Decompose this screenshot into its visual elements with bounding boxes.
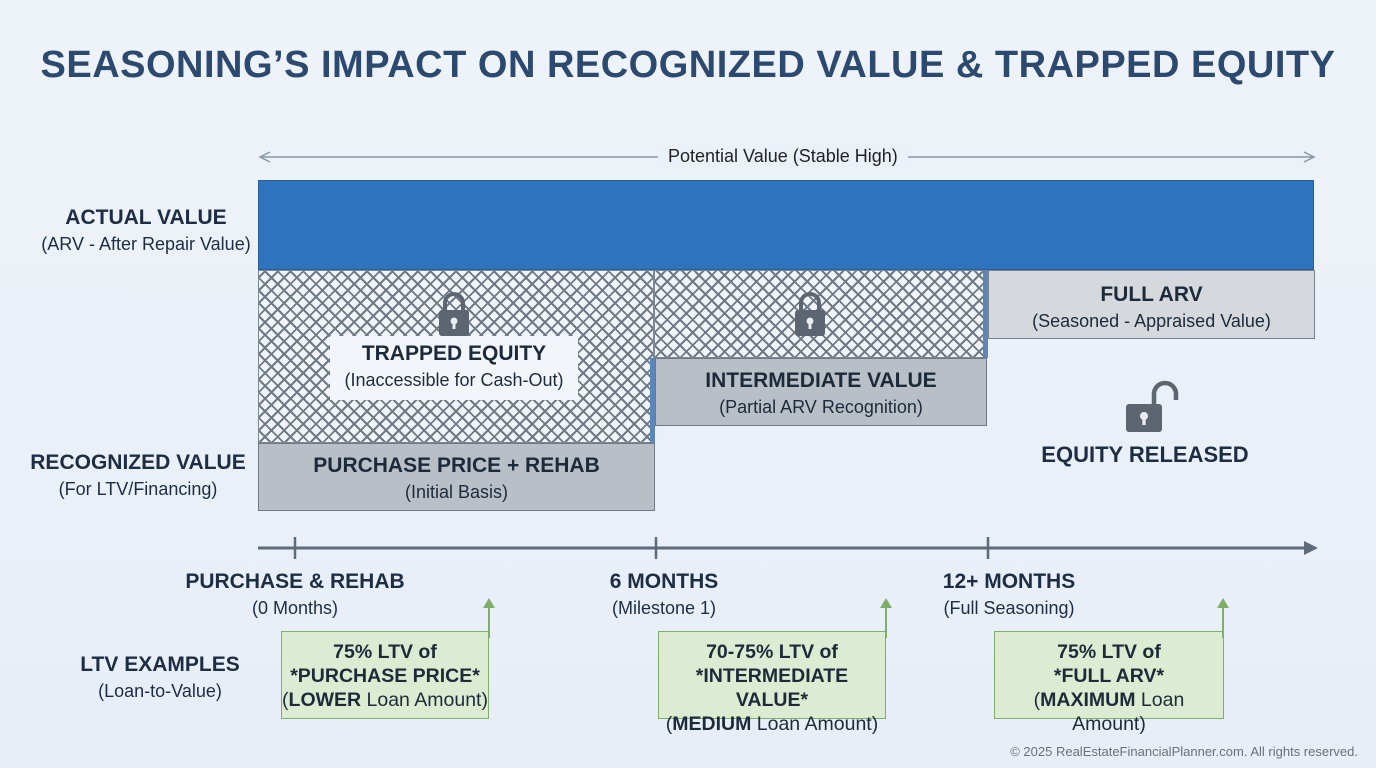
timeline-subtitle-1: (Milestone 1) (611, 598, 717, 618)
timeline-label-0: PURCHASE & REHAB (0 Months) (170, 570, 420, 619)
full-arv-subtitle: (Seasoned - Appraised Value) (1032, 311, 1271, 331)
actual-value-bar (258, 180, 1314, 270)
step-edge-2 (983, 270, 988, 358)
arrow-up-icon (1217, 598, 1229, 638)
ltv-box-line1: 75% LTV of (333, 641, 437, 663)
full-arv-title: FULL ARV (1100, 283, 1203, 306)
purchase-price-box: PURCHASE PRICE + REHAB (Initial Basis) (258, 443, 655, 511)
recognized-value-subtitle: (For LTV/Financing) (58, 479, 218, 499)
ltv-box-line2: *INTERMEDIATE VALUE* (695, 665, 849, 711)
ltv-box-intermediate: 70-75% LTV of *INTERMEDIATE VALUE* (MEDI… (658, 631, 886, 735)
intermediate-value-box: INTERMEDIATE VALUE (Partial ARV Recognit… (655, 358, 987, 426)
recognized-value-label: RECOGNIZED VALUE (For LTV/Financing) (20, 451, 256, 500)
ltv-box-line3: (MAXIMUM Loan Amount) (1033, 689, 1185, 735)
full-arv-box: FULL ARV (Seasoned - Appraised Value) (988, 270, 1315, 339)
purchase-price-title: PURCHASE PRICE + REHAB (313, 454, 600, 477)
timeline-axis (258, 537, 1318, 559)
ltv-box-line3: (MEDIUM Loan Amount) (665, 713, 879, 735)
page-title: SEASONING’S IMPACT ON RECOGNIZED VALUE &… (40, 44, 1336, 86)
timeline-title-2: 12+ MONTHS (942, 570, 1076, 593)
timeline-label-2: 12+ MONTHS (Full Seasoning) (900, 570, 1118, 619)
actual-value-title: ACTUAL VALUE (65, 206, 227, 229)
trapped-equity-label: TRAPPED EQUITY (Inaccessible for Cash-Ou… (330, 336, 578, 400)
ltv-examples-label: LTV EXAMPLES (Loan-to-Value) (60, 653, 260, 702)
timeline-title-0: PURCHASE & REHAB (185, 570, 405, 593)
unlock-icon (1126, 380, 1179, 432)
ltv-box-emphasis: MEDIUM (672, 713, 752, 735)
timeline-title-1: 6 MONTHS (609, 570, 719, 593)
ltv-box-line2: *PURCHASE PRICE* (290, 665, 480, 687)
ltv-box-line2: *FULL ARV* (1053, 665, 1165, 687)
intermediate-value-title: INTERMEDIATE VALUE (705, 369, 937, 392)
ltv-examples-subtitle: (Loan-to-Value) (98, 681, 222, 701)
arrow-up-icon (483, 598, 495, 638)
purchase-price-subtitle: (Initial Basis) (404, 482, 509, 502)
ltv-box-line1: 75% LTV of (1057, 641, 1161, 663)
lock-icon (439, 292, 469, 336)
ltv-box-rest: Loan Amount) (1072, 689, 1185, 735)
trapped-equity-subtitle: (Inaccessible for Cash-Out) (344, 370, 564, 390)
potential-value-label: Potential Value (Stable High) (658, 146, 908, 167)
ltv-box-line3: (LOWER Loan Amount) (282, 689, 488, 711)
ltv-box-purchase: 75% LTV of *PURCHASE PRICE* (LOWER Loan … (281, 631, 489, 719)
equity-released-label: EQUITY RELEASED (1041, 442, 1249, 467)
timeline-label-1: 6 MONTHS (Milestone 1) (564, 570, 764, 619)
copyright-notice: © 2025 RealEstateFinancialPlanner.com. A… (1010, 744, 1358, 759)
arrow-up-icon (880, 598, 892, 638)
ltv-examples-title: LTV EXAMPLES (80, 653, 240, 676)
actual-value-subtitle: (ARV - After Repair Value) (41, 234, 251, 254)
recognized-value-title: RECOGNIZED VALUE (30, 451, 246, 474)
timeline-subtitle-0: (0 Months) (251, 598, 339, 618)
ltv-box-full-arv: 75% LTV of *FULL ARV* (MAXIMUM Loan Amou… (994, 631, 1224, 735)
ltv-box-emphasis: LOWER (288, 689, 362, 711)
actual-value-label: ACTUAL VALUE (ARV - After Repair Value) (30, 206, 262, 255)
step-edge-1 (650, 358, 655, 443)
timeline-subtitle-2: (Full Seasoning) (943, 598, 1075, 618)
trapped-equity-title: TRAPPED EQUITY (361, 342, 547, 365)
ltv-box-line1: 70-75% LTV of (706, 641, 838, 663)
ltv-box-rest: Loan Amount) (751, 713, 879, 735)
ltv-box-rest: Loan Amount) (361, 689, 488, 711)
intermediate-value-subtitle: (Partial ARV Recognition) (719, 397, 923, 417)
lock-icon (795, 292, 825, 336)
ltv-box-emphasis: MAXIMUM (1040, 689, 1136, 711)
